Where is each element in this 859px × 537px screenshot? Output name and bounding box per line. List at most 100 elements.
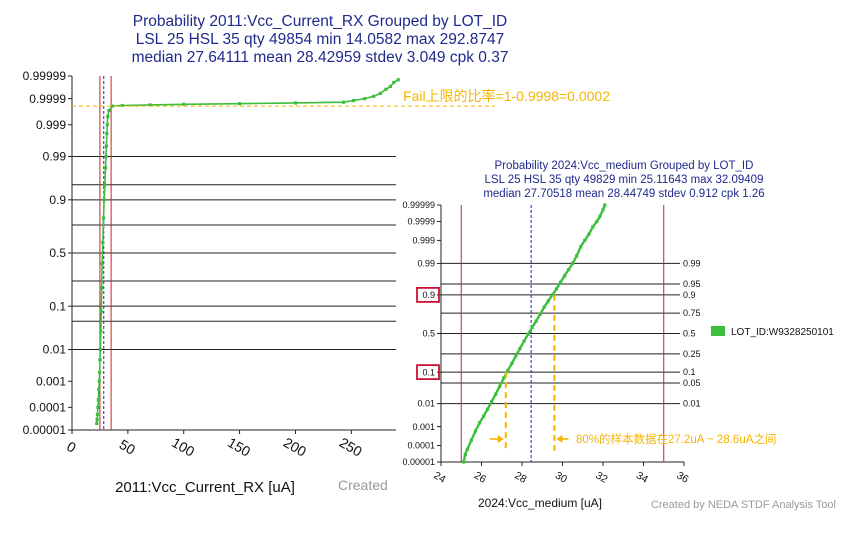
x-axis-label: 2011:Vcc_Current_RX [uA] — [115, 479, 295, 496]
chart-title-line-2: LSL 25 HSL 35 qty 49829 min 25.11643 max… — [485, 174, 764, 186]
chart-2: Probability 2024:Vcc_medium Grouped by L… — [402, 160, 834, 510]
data-point — [510, 361, 514, 366]
data-point — [372, 94, 376, 98]
x-tick-label: 50 — [117, 436, 139, 458]
data-point — [579, 245, 583, 249]
data-point — [595, 219, 599, 224]
right-tick-label: 0.95 — [683, 279, 701, 289]
data-point — [378, 91, 382, 95]
x-tick-label: 24 — [431, 469, 447, 485]
data-point — [99, 329, 103, 333]
data-point — [534, 319, 538, 323]
data-point — [477, 421, 482, 425]
data-point — [98, 358, 102, 362]
data-point — [485, 407, 490, 411]
data-point — [384, 87, 388, 91]
data-point — [293, 101, 298, 105]
x-tick-label: 0 — [64, 438, 79, 456]
data-point — [575, 254, 579, 258]
data-point — [550, 293, 554, 297]
data-point — [148, 103, 152, 107]
right-tick-label: 0.5 — [683, 329, 696, 339]
y-tick-label: 0.001 — [412, 422, 435, 432]
data-point — [562, 274, 567, 278]
y-tick-label: 0.99999 — [23, 69, 67, 83]
y-tick-label: 0.99 — [417, 259, 435, 269]
data-point — [518, 346, 522, 351]
data-point — [95, 412, 100, 417]
data-point — [101, 240, 105, 245]
x-tick-label: 100 — [169, 434, 197, 460]
data-point — [104, 154, 108, 159]
x-tick-label: 34 — [634, 469, 650, 485]
data-point — [363, 97, 367, 101]
data-point — [587, 232, 591, 236]
chart-title-line-3: median 27.70518 mean 28.44749 stdev 0.91… — [483, 188, 764, 200]
data-point — [110, 104, 114, 108]
data-point — [96, 398, 100, 402]
y-tick-label: 0.01 — [43, 343, 67, 357]
y-tick-label: 0.5 — [49, 246, 66, 260]
chart-title-line-1: Probability 2011:Vcc_Current_RX Grouped … — [133, 13, 507, 30]
data-point — [601, 208, 605, 212]
data-point — [95, 417, 99, 422]
highlight-box-0-1 — [416, 364, 440, 381]
data-point — [465, 447, 469, 451]
data-point — [481, 414, 486, 418]
y-tick-label: 0.00001 — [23, 423, 67, 437]
chart-2-annotation: 80%的样本数据在27.2uA ~ 28.6uA之间 — [576, 432, 776, 446]
arrow-left-head — [497, 435, 504, 443]
data-point — [498, 384, 502, 388]
chart-title-line-3: median 27.64111 mean 28.42959 stdev 3.04… — [132, 49, 509, 66]
right-tick-label: 0.1 — [683, 367, 696, 377]
series-line — [96, 79, 399, 424]
data-point — [100, 261, 104, 266]
data-point — [571, 261, 575, 266]
data-point — [463, 452, 467, 457]
data-point — [558, 280, 563, 285]
highlight-box-0-9 — [416, 286, 440, 303]
data-point — [392, 80, 396, 85]
chart-1: Probability 2011:Vcc_Current_RX Grouped … — [23, 13, 611, 496]
data-point — [566, 268, 571, 272]
right-tick-label: 0.05 — [683, 378, 701, 388]
x-tick-label: 150 — [225, 434, 253, 460]
legend-label: LOT_ID:W9328250101 — [731, 327, 834, 338]
data-point — [103, 183, 107, 187]
data-point — [105, 123, 109, 127]
data-point — [473, 429, 478, 433]
y-tick-label: 0.9 — [49, 193, 66, 207]
chart-title-line-1: Probability 2024:Vcc_medium Grouped by L… — [495, 160, 754, 172]
data-point — [101, 216, 106, 220]
data-point — [514, 354, 518, 358]
data-point — [106, 114, 110, 119]
y-tick-label: 0.99 — [43, 150, 67, 164]
chart-title-line-2: LSL 25 HSL 35 qty 49854 min 14.0582 max … — [136, 31, 505, 48]
footer-credit: Created by NEDA STDF Analysis Tool — [651, 499, 836, 511]
data-point — [502, 376, 506, 380]
data-point — [526, 332, 530, 336]
y-tick-label: 0.9 — [422, 290, 435, 300]
data-point — [97, 387, 101, 392]
y-tick-label: 0.999 — [412, 236, 435, 246]
data-point — [107, 108, 111, 113]
right-tick-label: 0.25 — [683, 349, 701, 359]
data-point — [102, 198, 106, 202]
data-point — [105, 131, 109, 136]
data-point — [591, 225, 595, 229]
right-tick-label: 0.99 — [683, 258, 701, 268]
data-point — [351, 98, 356, 103]
y-tick-label: 0.0001 — [29, 401, 66, 415]
data-point — [104, 144, 109, 148]
y-tick-label: 0.001 — [36, 374, 66, 388]
data-point — [98, 370, 102, 375]
x-tick-label: 36 — [674, 469, 690, 485]
data-point — [538, 312, 542, 316]
x-tick-label: 26 — [472, 469, 488, 485]
y-tick-label: 0.9999 — [29, 92, 66, 106]
data-point — [97, 379, 101, 383]
data-point — [95, 421, 99, 426]
y-tick-label: 0.5 — [422, 329, 435, 339]
data-point — [598, 214, 602, 218]
y-tick-label: 0.9999 — [407, 217, 435, 227]
